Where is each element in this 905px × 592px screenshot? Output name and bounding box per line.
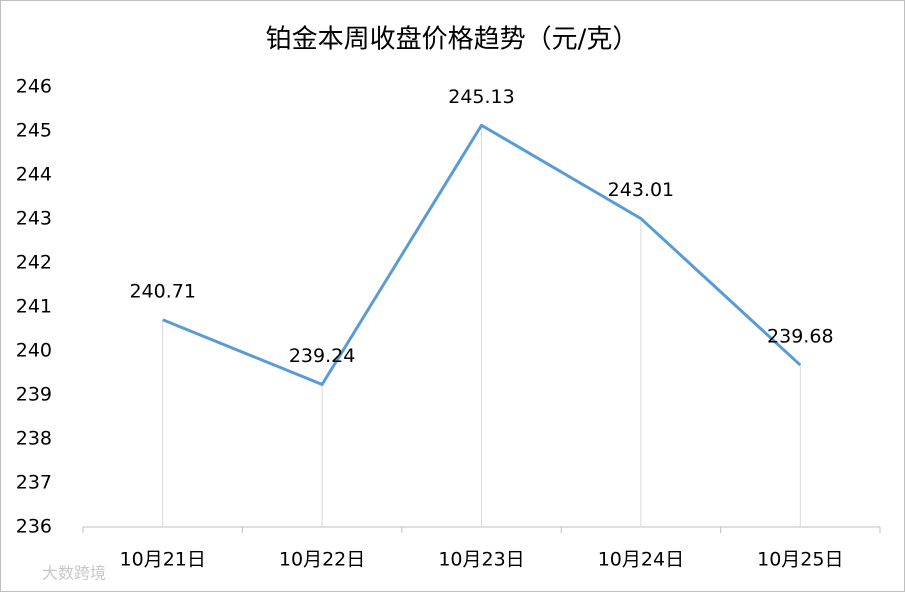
y-tick-label: 241 (16, 296, 52, 318)
x-tick-label: 10月22日 (279, 549, 365, 571)
watermark: 大数跨境 (42, 564, 106, 583)
y-tick-label: 237 (16, 472, 52, 494)
x-tick-label: 10月24日 (598, 549, 684, 571)
y-tick-label: 236 (16, 516, 52, 538)
y-tick-label: 243 (16, 208, 52, 230)
data-label: 239.68 (767, 326, 833, 348)
data-label: 239.24 (289, 345, 355, 367)
x-tick-label: 10月23日 (438, 549, 524, 571)
y-tick-label: 239 (16, 384, 52, 406)
y-tick-label: 238 (16, 428, 52, 450)
data-label: 245.13 (448, 86, 514, 108)
chart-title: 铂金本周收盘价格趋势（元/克） (266, 25, 639, 55)
y-tick-label: 240 (16, 340, 52, 362)
data-label: 243.01 (608, 179, 674, 201)
y-tick-label: 246 (16, 76, 52, 98)
x-tick-label: 10月21日 (120, 549, 206, 571)
y-tick-label: 245 (16, 120, 52, 142)
data-line (162, 123, 802, 386)
x-tick-label: 10月25日 (757, 549, 843, 571)
y-tick-label: 244 (16, 164, 52, 186)
y-tick-label: 242 (16, 252, 52, 274)
data-label: 240.71 (129, 280, 195, 302)
